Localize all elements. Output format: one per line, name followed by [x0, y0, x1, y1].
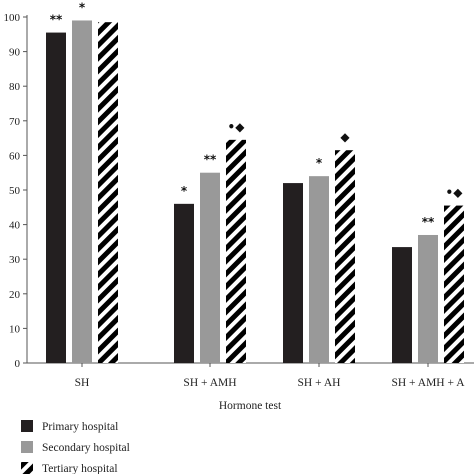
legend-label: Tertiary hospital: [42, 463, 118, 474]
y-tick-label: 90: [9, 47, 21, 59]
y-tick-label: 20: [9, 289, 21, 301]
y-tick-label: 70: [9, 116, 21, 128]
bar-primary-hospital: [174, 203, 194, 363]
significance-marker: **: [204, 153, 217, 167]
significance-marker: ◆: [340, 130, 350, 144]
significance-marker: *: [316, 156, 323, 170]
category-label: SH + AMH: [183, 377, 236, 389]
significance-marker: •◆: [228, 120, 246, 134]
y-tick-label: 100: [4, 12, 21, 24]
y-tick-label: 30: [9, 254, 21, 266]
y-tick-label: 10: [9, 323, 21, 335]
y-tick-label: 80: [9, 81, 21, 93]
significance-marker: *: [79, 0, 86, 14]
bars: [46, 20, 464, 364]
significance-marker: **: [50, 13, 63, 27]
y-axis: 0 10 20 30 40 50 60 70 80 90 100: [4, 12, 28, 370]
significance-marker: •◆: [446, 186, 464, 200]
legend-swatch: [21, 462, 33, 474]
legend-swatch: [21, 441, 33, 453]
bar-tertiary-hospital: [226, 139, 246, 363]
bar-secondary-hospital: [200, 172, 220, 363]
significance-marker: **: [422, 215, 435, 229]
category-label: SH: [75, 377, 90, 389]
bar-secondary-hospital: [309, 176, 329, 363]
bar-secondary-hospital: [418, 234, 438, 363]
legend-swatch: [21, 420, 33, 432]
bar-primary-hospital: [392, 247, 412, 363]
y-tick-label: 0: [15, 358, 21, 370]
bar-primary-hospital: [283, 183, 303, 363]
x-axis-title: Hormone test: [219, 400, 282, 412]
category-label: SH + AH: [298, 377, 341, 389]
bar-secondary-hospital: [72, 20, 92, 364]
legend-label: Secondary hospital: [42, 442, 130, 454]
bar-tertiary-hospital: [335, 150, 355, 363]
significance-annotations: ******•◆*◆**•◆: [50, 0, 463, 229]
bar-primary-hospital: [46, 32, 66, 363]
y-tick-label: 40: [9, 220, 21, 232]
x-axis: SH SH + AMH SH + AH SH + AMH + A: [27, 362, 474, 389]
legend: Primary hospital Secondary hospital Tertia…: [21, 420, 130, 474]
y-tick-label: 50: [9, 185, 21, 197]
category-label: SH + AMH + A: [391, 377, 465, 389]
y-tick-label: 60: [9, 150, 21, 162]
legend-label: Primary hospital: [42, 421, 118, 433]
bar-tertiary-hospital: [98, 22, 118, 363]
significance-marker: *: [181, 184, 188, 198]
bar-tertiary-hospital: [444, 205, 464, 363]
